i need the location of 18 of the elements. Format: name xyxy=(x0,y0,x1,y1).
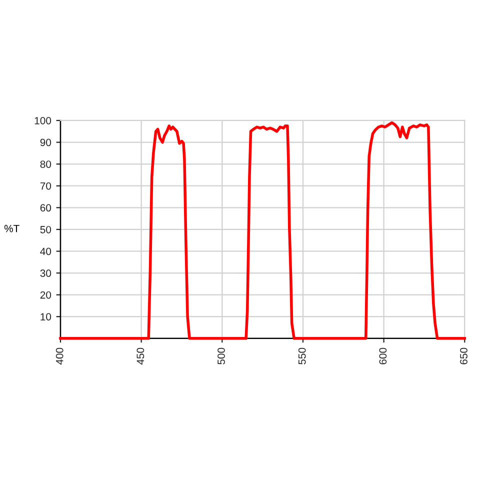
y-tick-label: 40 xyxy=(40,248,52,256)
y-axis-title: %T xyxy=(4,224,20,232)
line-series xyxy=(59,121,466,340)
y-tick-label: 20 xyxy=(40,291,52,299)
x-tick-label: 500 xyxy=(218,348,225,364)
y-tick-label: 30 xyxy=(40,270,52,277)
x-tick-label: 450 xyxy=(136,348,144,365)
y-tick-label: 90 xyxy=(40,138,52,146)
x-tick-label: 550 xyxy=(298,348,306,364)
y-tick-label: 100 xyxy=(34,116,52,124)
y-tick-label: 10 xyxy=(40,313,52,320)
y-tick-label: 70 xyxy=(40,182,52,190)
x-tick-label: 400 xyxy=(56,348,64,365)
y-tick-label: 50 xyxy=(40,226,52,234)
y-tick-label: 60 xyxy=(40,204,52,212)
y-tick-label: 80 xyxy=(40,160,52,168)
x-tick-label: 650 xyxy=(460,348,468,364)
x-tick-label: 600 xyxy=(379,348,387,364)
